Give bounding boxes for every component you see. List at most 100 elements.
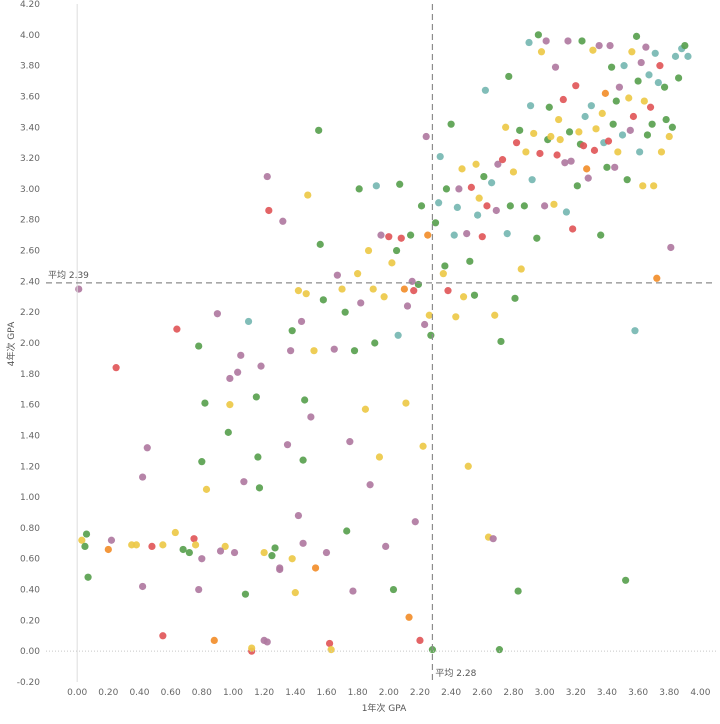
scatter-point [645,71,653,79]
scatter-point [139,473,147,481]
scatter-point [357,299,365,307]
scatter-point [470,291,479,299]
scatter-point [402,399,410,407]
scatter-point [349,587,357,595]
y-tick-label: 3.00 [20,185,40,195]
scatter-point [333,271,341,279]
y-tick-label: 3.60 [20,92,40,102]
scatter-point [453,203,461,211]
scatter-point [304,191,312,199]
x-tick-label: 1.60 [316,688,336,698]
scatter-point [444,287,452,295]
x-tick-label: 1.20 [254,688,274,698]
scatter-point [684,52,692,60]
scatter-point [562,208,571,216]
y-tick-label: 3.80 [20,62,40,72]
y-tick-label: 2.60 [20,247,40,257]
scatter-point [587,102,595,110]
scatter-point [241,590,250,598]
scatter-point [297,317,306,326]
scatter-point [283,441,292,449]
scatter-point [494,160,502,168]
scatter-point [248,644,256,652]
scatter-point [592,125,600,133]
scatter-point [361,405,370,413]
y-tick-label: 2.40 [20,277,40,287]
scatter-point [581,112,589,121]
y-tick-label: 1.00 [20,493,40,503]
scatter-point [431,219,440,227]
scatter-point [614,148,622,156]
scatter-point [620,62,628,70]
scatter-point [439,270,447,278]
scatter-point [382,542,390,551]
scatter-point [330,345,338,353]
scatter-point [503,229,511,238]
scatter-point [603,163,611,171]
scatter-point [475,194,483,202]
scatter-point [626,126,634,134]
scatter-point [452,313,460,321]
scatter-point [564,37,572,45]
y-tick-label: 3.40 [20,123,40,133]
scatter-point [294,287,303,295]
y-tick-label: 2.20 [20,308,40,318]
scatter-point [541,202,549,210]
y-tick-label: 4.00 [20,31,40,41]
scatter-point [371,339,379,347]
scatter-point [230,548,239,557]
y-tick-label: 1.40 [20,431,40,441]
scatter-point [84,573,92,581]
y-tick-label: 0.00 [20,647,40,657]
scatter-point [191,541,200,549]
scatter-point [411,518,419,526]
scatter-point [681,42,689,50]
scatter-point [650,182,658,190]
scatter-point [408,277,416,285]
scatter-point [346,438,354,446]
scatter-point [179,545,187,554]
scatter-point [516,126,524,134]
scatter-point [653,274,661,282]
scatter-point [579,142,588,150]
scatter-point [584,174,592,182]
scatter-point [254,453,262,461]
scatter-point [573,182,581,190]
scatter-point [455,185,463,193]
scatter-point [634,77,642,85]
scatter-point [341,308,349,316]
scatter-point [512,139,521,147]
scatter-point [173,325,181,333]
scatter-point [545,103,553,111]
y-tick-label: 1.60 [20,401,40,411]
scatter-point [671,52,680,60]
scatter-point [288,327,296,335]
scatter-point [611,163,619,171]
scatter-point [294,511,303,520]
x-tick-label: 2.80 [503,688,523,698]
scatter-point [522,148,530,156]
scatter-point [240,478,248,486]
scatter-point [291,589,299,597]
scatter-point [322,548,331,557]
scatter-point [505,72,513,81]
scatter-point [403,302,412,310]
scatter-point [618,131,627,139]
scatter-point [646,103,655,111]
scatter-point [604,137,613,145]
x-average-label: 平均 2.28 [435,667,476,679]
scatter-point [355,185,363,193]
scatter-point [237,351,245,359]
scatter-point [606,42,614,50]
scatter-point [534,31,542,39]
scatter-point [608,63,616,71]
scatter-point [450,231,458,239]
x-tick-label: 1.40 [285,688,305,698]
y-tick-label: 3.20 [20,154,40,164]
scatter-point [506,202,514,210]
scatter-point [421,320,429,329]
scatter-point [255,484,264,492]
x-tick-label: 0.00 [67,688,87,698]
scatter-point [263,172,271,181]
scatter-point [525,38,533,47]
